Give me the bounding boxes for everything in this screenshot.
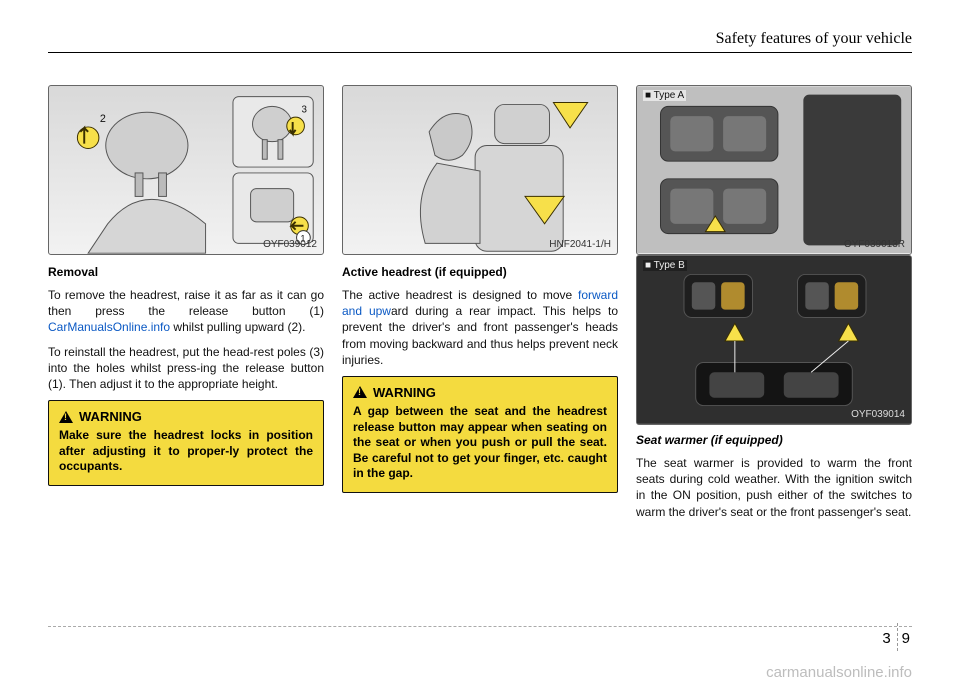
col1-p1b: whilst pulling upward (2).: [173, 320, 305, 334]
type-a-label: ■ Type A: [643, 90, 686, 101]
col1-heading: Removal: [48, 265, 324, 279]
col1-link[interactable]: CarManualsOnline.info: [48, 320, 170, 334]
col-2: HNF2041-1/H Active headrest (if equipped…: [342, 85, 618, 520]
col1-p1a: To remove the headrest, raise it as far …: [48, 288, 324, 318]
figure-seatwarmer-b: ■ Type B OYF039014: [636, 255, 912, 425]
col3-p1: The seat warmer is provided to warm the …: [636, 455, 912, 520]
warning-head: WARNING: [59, 409, 313, 424]
warning-body: A gap between the seat and the headrest …: [353, 404, 607, 482]
warning-label: WARNING: [373, 385, 436, 400]
col1-p2: To reinstall the headrest, put the head-…: [48, 344, 324, 393]
page-num-sep: [897, 623, 898, 651]
col2-heading: Active headrest (if equipped): [342, 265, 618, 279]
col2-p1: The active headrest is designed to move …: [342, 287, 618, 368]
svg-text:3: 3: [301, 104, 306, 115]
col-1: 2 3 1 OYF039012 Removal: [48, 85, 324, 520]
page: Safety features of your vehicle 2: [0, 0, 960, 689]
col1-p1: To remove the headrest, raise it as far …: [48, 287, 324, 336]
figure-code: OYF039013R: [844, 239, 905, 250]
page-num-left: 3: [882, 630, 892, 647]
figure-code: OYF039014: [851, 409, 905, 420]
figure-seatwarmer-a: ■ Type A OYF039013R: [636, 85, 912, 255]
type-b-label: ■ Type B: [643, 260, 687, 271]
col3-figures: ■ Type A OYF039013R: [636, 85, 912, 425]
headrest-removal-svg: 2 3 1: [49, 86, 323, 254]
figure-code: HNF2041-1/H: [549, 239, 611, 250]
section-title: Safety features of your vehicle: [48, 30, 912, 52]
figure-active-headrest: HNF2041-1/H: [342, 85, 618, 255]
figure-code: OYF039012: [263, 239, 317, 250]
figure-headrest-removal: 2 3 1 OYF039012: [48, 85, 324, 255]
warning-triangle-icon: [59, 411, 73, 423]
svg-text:2: 2: [100, 113, 106, 125]
warning-label: WARNING: [79, 409, 142, 424]
warning-triangle-icon: [353, 386, 367, 398]
page-num-right: 9: [902, 630, 912, 647]
active-headrest-svg: [343, 86, 617, 254]
col-3: ■ Type A OYF039013R: [636, 85, 912, 520]
col2-warning: WARNING A gap between the seat and the h…: [342, 376, 618, 493]
warning-head: WARNING: [353, 385, 607, 400]
seatwarmer-a-svg: [637, 86, 911, 254]
warning-body: Make sure the headrest locks in position…: [59, 428, 313, 475]
seatwarmer-b-svg: [637, 256, 911, 424]
col2-p1a: The active headrest is designed to move: [342, 288, 578, 302]
col1-warning: WARNING Make sure the headrest locks in …: [48, 400, 324, 486]
title-rule: [48, 52, 912, 53]
footer-dash-rule: [48, 626, 912, 627]
columns: 2 3 1 OYF039012 Removal: [48, 85, 912, 520]
col3-heading: Seat warmer (if equipped): [636, 433, 912, 447]
watermark: carmanualsonline.info: [766, 664, 912, 681]
page-number: 39: [882, 625, 912, 653]
